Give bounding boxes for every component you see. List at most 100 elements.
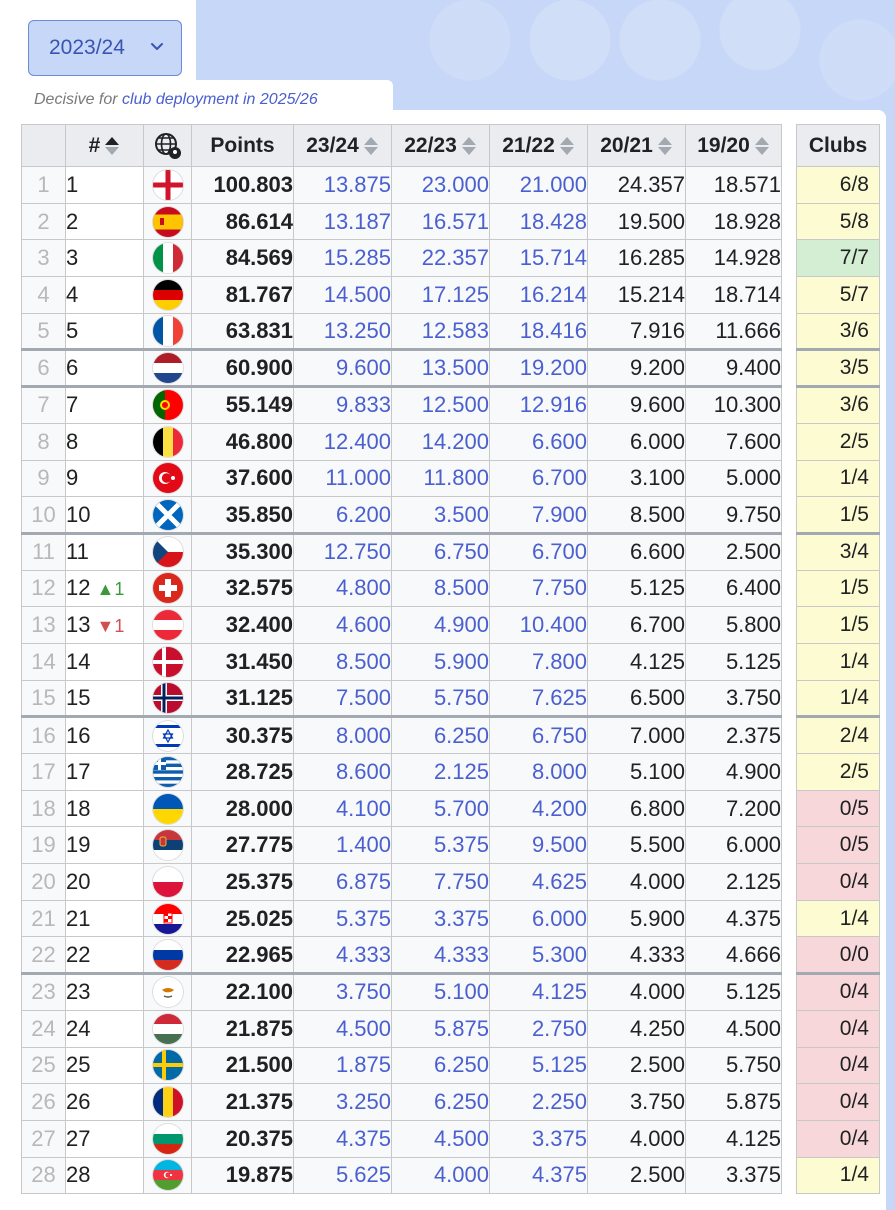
clubs-row: 7/7 [796,239,880,278]
row-index: 6 [21,348,66,388]
rank-cell: 8 [65,422,144,461]
season-3-cell: 4.625 [489,863,588,901]
clubs-row: 0/4 [796,1046,880,1085]
season-2-cell: 6.250 [391,1046,490,1085]
clubs-row: 3/4 [796,531,880,571]
rank-change-value: 1 [114,579,125,600]
season-2-cell: 8.500 [391,569,490,608]
flag-cell [143,276,192,314]
season-5-cell: 6.400 [685,569,782,608]
clubs-cell: 1/4 [796,679,880,718]
clubs-cell: 2/5 [796,422,880,461]
season-select[interactable]: 2023/24 [28,20,182,76]
table-row: 9 9 37.600 11.000 11.800 6.700 3.100 5.000 [21,459,782,498]
season-col-4-header[interactable]: 20/21 [587,124,686,167]
points-cell: 21.375 [191,1083,294,1121]
rank-cell: 12 ▲1 [65,569,144,608]
flag-cell [143,531,192,571]
rank-value: 10 [66,501,91,527]
season-4-cell: 6.600 [587,531,686,571]
season-3-cell: 7.625 [489,679,588,718]
notice-link[interactable]: club deployment in 2025/26 [122,91,318,108]
season-1-cell: 8.000 [293,715,392,754]
season-4-cell: 4.000 [587,972,686,1011]
rank-cell: 16 [65,715,144,754]
row-index: 8 [21,422,66,461]
clubs-cell: 0/4 [796,1119,880,1158]
rank-header[interactable]: # [65,124,144,167]
flag-cell [143,606,192,644]
season-2-cell: 5.900 [391,642,490,681]
rank-value: 17 [66,758,91,784]
season-5-cell: 4.375 [685,899,782,938]
season-1-cell: 13.250 [293,312,392,351]
season-4-cell: 9.600 [587,385,686,424]
season-col-1-header[interactable]: 23/24 [293,124,392,167]
row-index: 22 [21,936,66,975]
season-col-1-label: 23/24 [306,133,359,157]
rank-value: 27 [66,1125,91,1151]
globe-icon [154,132,181,159]
flag-cell [143,459,192,498]
season-3-cell: 16.214 [489,276,588,314]
row-index: 17 [21,753,66,791]
switzerland-flag-icon [152,573,183,604]
table-row: 5 5 63.831 13.250 12.583 18.416 7.916 11.666 [21,312,782,351]
row-index: 14 [21,642,66,681]
flag-cell [143,166,192,204]
rank-value: 8 [66,428,79,454]
clubs-row: 0/4 [796,1009,880,1048]
flag-cell [143,789,192,828]
season-1-cell: 4.600 [293,606,392,644]
flag-cell [143,642,192,681]
italy-flag-icon [152,243,183,274]
clubs-row: 1/4 [796,459,880,498]
clubs-row: 1/4 [796,679,880,718]
season-5-cell: 5.875 [685,1083,782,1121]
sort-icon [363,136,378,155]
season-2-cell: 2.125 [391,753,490,791]
season-col-5-header[interactable]: 19/20 [685,124,782,167]
row-index: 26 [21,1083,66,1121]
rank-value: 11 [66,539,89,565]
rank-cell: 2 [65,202,144,241]
season-col-3-header[interactable]: 21/22 [489,124,588,167]
season-1-cell: 12.400 [293,422,392,461]
croatia-flag-icon [152,903,183,934]
season-1-cell: 12.750 [293,531,392,571]
row-index: 25 [21,1046,66,1085]
season-4-cell: 5.125 [587,569,686,608]
season-3-cell: 19.200 [489,348,588,388]
season-4-cell: 24.357 [587,166,686,204]
season-1-cell: 14.500 [293,276,392,314]
season-5-cell: 5.000 [685,459,782,498]
rank-cell: 11 [65,531,144,571]
season-col-2-header[interactable]: 22/23 [391,124,490,167]
sort-icon [461,136,476,155]
season-5-cell: 18.928 [685,202,782,241]
greece-flag-icon [152,756,183,787]
austria-flag-icon [152,610,183,641]
rank-cell: 26 [65,1083,144,1121]
rank-value: 24 [66,1015,91,1041]
season-1-cell: 11.000 [293,459,392,498]
season-4-cell: 16.285 [587,239,686,278]
season-4-cell: 9.200 [587,348,686,388]
season-3-cell: 4.200 [489,789,588,828]
season-2-cell: 12.583 [391,312,490,351]
points-cell: 31.450 [191,642,294,681]
season-5-cell: 4.900 [685,753,782,791]
rank-cell: 27 [65,1119,144,1158]
clubs-row: 0/0 [796,936,880,975]
points-cell: 22.100 [191,972,294,1011]
flag-cell [143,569,192,608]
rank-value: 22 [66,941,91,967]
season-2-cell: 6.250 [391,1083,490,1121]
clubs-row: 0/5 [796,789,880,828]
season-3-cell: 10.400 [489,606,588,644]
season-1-cell: 5.375 [293,899,392,938]
season-5-cell: 5.125 [685,642,782,681]
season-1-cell: 4.333 [293,936,392,975]
table-row: 16 16 30.375 8.000 6.250 6.750 7.000 2.375 [21,715,782,754]
rank-cell: 15 [65,679,144,718]
